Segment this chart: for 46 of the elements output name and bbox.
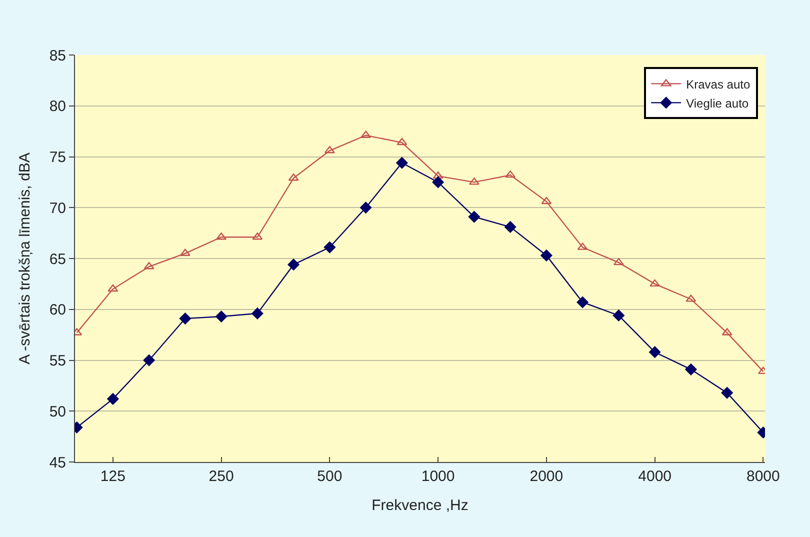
point [288,258,300,270]
x-tick-label: 1000 [421,468,455,485]
point [505,170,516,178]
x-tick-label: 2000 [530,468,564,485]
legend-label: Kravas auto [686,77,750,92]
point [143,354,155,366]
point [504,221,516,233]
x-tick-label: 4000 [638,468,672,485]
y-tick-label: 55 [49,352,66,370]
x-tick-label: 8000 [746,468,780,485]
point [541,196,552,204]
point [649,346,661,358]
y-tick-label: 65 [49,250,66,268]
point [432,171,444,179]
point [432,176,444,188]
y-tick-label: 70 [49,200,66,217]
x-tick-label: 500 [317,468,342,485]
point [613,258,624,266]
point [252,308,264,320]
point [360,202,372,214]
y-axis-title: A -svērtais trokšņa līmenis, dBA [16,152,34,364]
y-tick-label: 85 [49,47,66,64]
point [180,248,190,256]
point [650,279,660,287]
x-tick-label: 125 [100,468,126,485]
y-tick-label: 60 [49,302,66,319]
point [324,242,336,254]
point [540,250,552,262]
legend-label: Vieglie auto [686,96,749,110]
point [468,210,480,223]
y-tick-label: 45 [49,454,66,472]
y-tick-label: 50 [49,403,66,420]
point [396,157,408,169]
point [721,387,733,399]
point [107,393,119,405]
point [612,310,624,322]
point [216,310,228,322]
x-tick-label: 250 [208,468,234,485]
y-tick-label: 75 [49,149,66,166]
point [576,296,588,308]
point [396,138,408,146]
point [685,364,697,376]
point [179,312,191,324]
point [108,284,118,292]
y-tick-label: 80 [49,98,66,116]
x-axis-title: Frekvence ,Hz [372,497,468,514]
